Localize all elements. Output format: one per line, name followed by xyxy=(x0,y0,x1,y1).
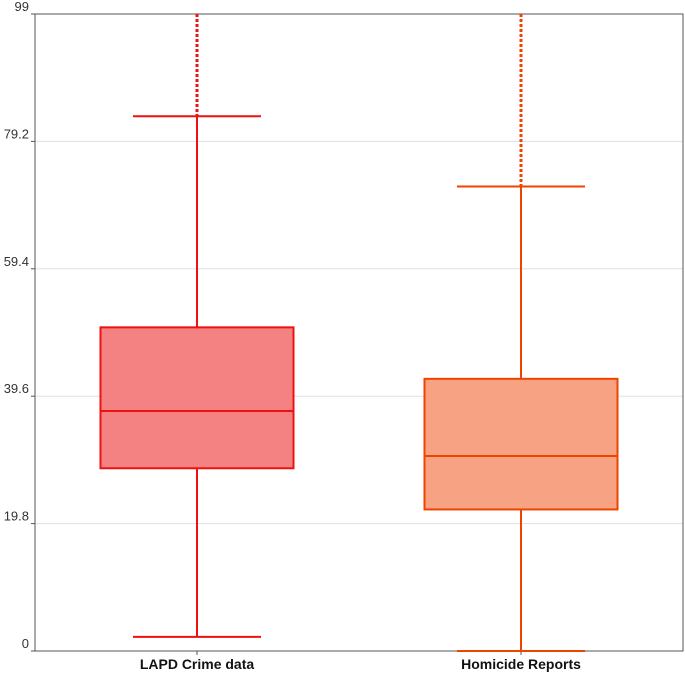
y-tick-label: 79.2 xyxy=(4,126,29,141)
iqr-box xyxy=(99,326,295,470)
box-2 xyxy=(423,14,619,652)
iqr-box xyxy=(423,377,619,511)
y-tick-label: 59.4 xyxy=(4,254,29,269)
y-tick-label: 0 xyxy=(22,636,29,651)
box-1 xyxy=(99,14,295,638)
x-category-label: LAPD Crime data xyxy=(140,656,255,672)
y-tick-label: 99 xyxy=(15,0,29,14)
plot-frame xyxy=(34,13,684,652)
y-tick-label: 39.6 xyxy=(4,381,29,396)
labels: 0 19.8 39.6 59.4 79.2 99 LAPD Crime data Homici… xyxy=(4,0,581,672)
x-category-label: Homicide Reports xyxy=(461,656,581,672)
y-tick-label: 19.8 xyxy=(4,509,29,524)
boxes xyxy=(99,14,619,652)
